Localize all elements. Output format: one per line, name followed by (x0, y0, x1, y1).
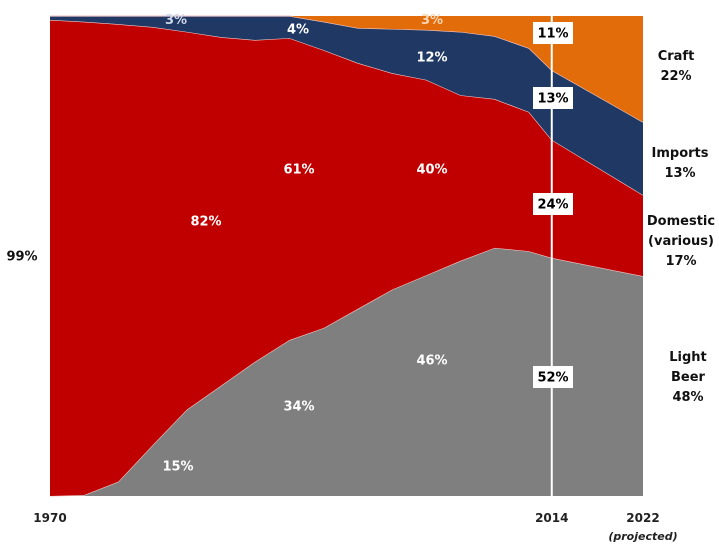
x-tick-label: 2022 (626, 511, 659, 525)
legend-light-line: Beer (671, 370, 706, 385)
label-box (533, 87, 573, 109)
label-box (533, 22, 573, 44)
area-craft (50, 16, 643, 123)
area-imports (50, 16, 643, 196)
annotation-start-total: 99% (6, 250, 37, 265)
annotation-imports-mid: 4% (287, 23, 309, 38)
annotation-domestic-2014: 24% (537, 198, 568, 213)
label-box (533, 193, 573, 215)
legend-domestic-line: 17% (665, 254, 696, 269)
annotation-light-mid: 34% (283, 400, 314, 415)
annotation-craft-mid: 3% (421, 13, 443, 28)
annotation-domestic-late: 40% (416, 163, 447, 178)
label-box (533, 366, 573, 388)
legend-craft-line: 22% (660, 69, 691, 84)
x-tick-label: 1970 (33, 511, 66, 525)
annotation-imports-2014: 13% (537, 92, 568, 107)
legend-imports-line: 13% (664, 166, 695, 181)
legend-domestic-line: (various) (648, 234, 714, 249)
x-tick-note: (projected) (608, 530, 677, 543)
annotation-imports-late: 12% (416, 51, 447, 66)
area-light-beer (50, 247, 643, 496)
legend-imports-line: Imports (652, 146, 709, 161)
legend-light-line: 48% (672, 390, 703, 405)
annotation-craft-2014: 11% (537, 27, 568, 42)
annotation-light-early: 15% (162, 460, 193, 475)
annotation-domestic-mid: 61% (283, 163, 314, 178)
legend-craft-line: Craft (658, 49, 695, 64)
area-domestic-various (50, 19, 643, 497)
annotation-domestic-early: 82% (190, 215, 221, 230)
legend-light-line: Light (669, 350, 707, 365)
annotation-light-2014: 52% (537, 371, 568, 386)
legend-domestic-line: Domestic (647, 214, 715, 229)
annotation-imports-early: 3% (165, 13, 187, 28)
annotation-light-late: 46% (416, 354, 447, 369)
x-tick-label: 2014 (535, 511, 568, 525)
